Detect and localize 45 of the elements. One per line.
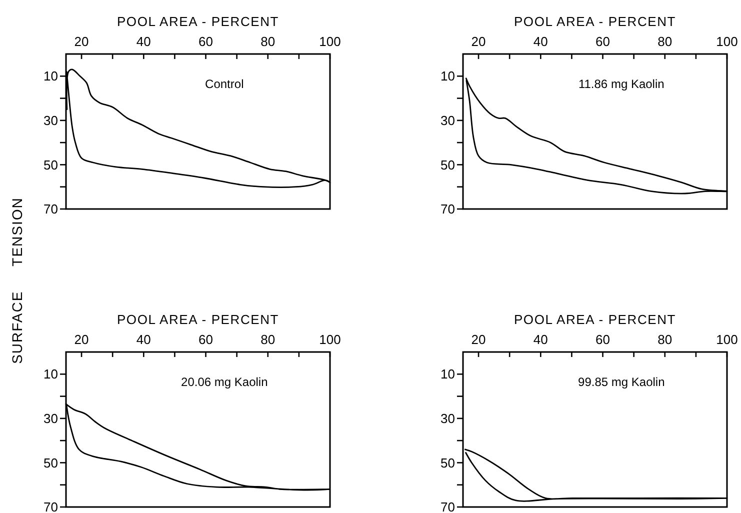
y-tick-label: 70: [440, 202, 455, 217]
x-axis-title: POOL AREA - PERCENT: [514, 14, 676, 29]
y-tick-label: 50: [44, 455, 58, 470]
y-tick-label: 50: [440, 157, 455, 172]
x-tick-label: 60: [198, 332, 213, 347]
x-tick-label: 80: [260, 34, 276, 49]
y-tick-label: 30: [440, 112, 455, 128]
x-tick-label: 60: [596, 34, 610, 49]
y-tick-label: 10: [44, 68, 58, 84]
y-tick-label: 30: [440, 410, 455, 426]
x-tick-label: 80: [658, 34, 672, 49]
x-tick-label: 20: [74, 332, 89, 347]
x-tick-label: 40: [533, 332, 548, 347]
x-axis-title: POOL AREA - PERCENT: [514, 312, 676, 327]
x-tick-label: 60: [596, 332, 610, 347]
x-axis-title: POOL AREA - PERCENT: [116, 14, 280, 29]
x-tick-label: 100: [716, 34, 738, 49]
annotation: 99.85 mg Kaolin: [578, 375, 665, 390]
annotation: 11.86 mg Kaolin: [578, 77, 664, 92]
x-tick-label: 80: [658, 332, 672, 347]
x-tick-label: 40: [533, 34, 548, 49]
y-tick-label: 50: [440, 455, 455, 470]
x-tick-label: 20: [471, 332, 486, 347]
x-tick-label: 100: [716, 332, 738, 347]
annotation: 20.06 mg Kaolin: [181, 375, 268, 390]
x-tick-label: 40: [136, 34, 151, 49]
x-tick-label: 100: [319, 332, 341, 347]
x-tick-label: 20: [74, 34, 89, 49]
x-tick-label: 40: [136, 332, 151, 347]
y-tick-label: 30: [44, 112, 58, 128]
x-tick-label: 80: [260, 332, 276, 347]
y-tick-label: 50: [44, 157, 58, 172]
y-tick-label: 30: [44, 410, 58, 426]
y-tick-label: 10: [440, 68, 455, 84]
y-axis-title: SURFACE TENSION: [9, 197, 25, 364]
y-tick-label: 70: [44, 202, 58, 217]
x-tick-label: 20: [471, 34, 486, 49]
y-tick-label: 70: [440, 500, 455, 513]
y-tick-label: 10: [44, 366, 58, 382]
x-tick-label: 100: [319, 34, 341, 49]
x-axis-title: POOL AREA - PERCENT: [116, 312, 280, 327]
y-tick-label: 70: [44, 500, 58, 513]
x-tick-label: 60: [198, 34, 213, 49]
annotation: Control: [205, 77, 244, 92]
y-tick-label: 10: [440, 366, 455, 382]
